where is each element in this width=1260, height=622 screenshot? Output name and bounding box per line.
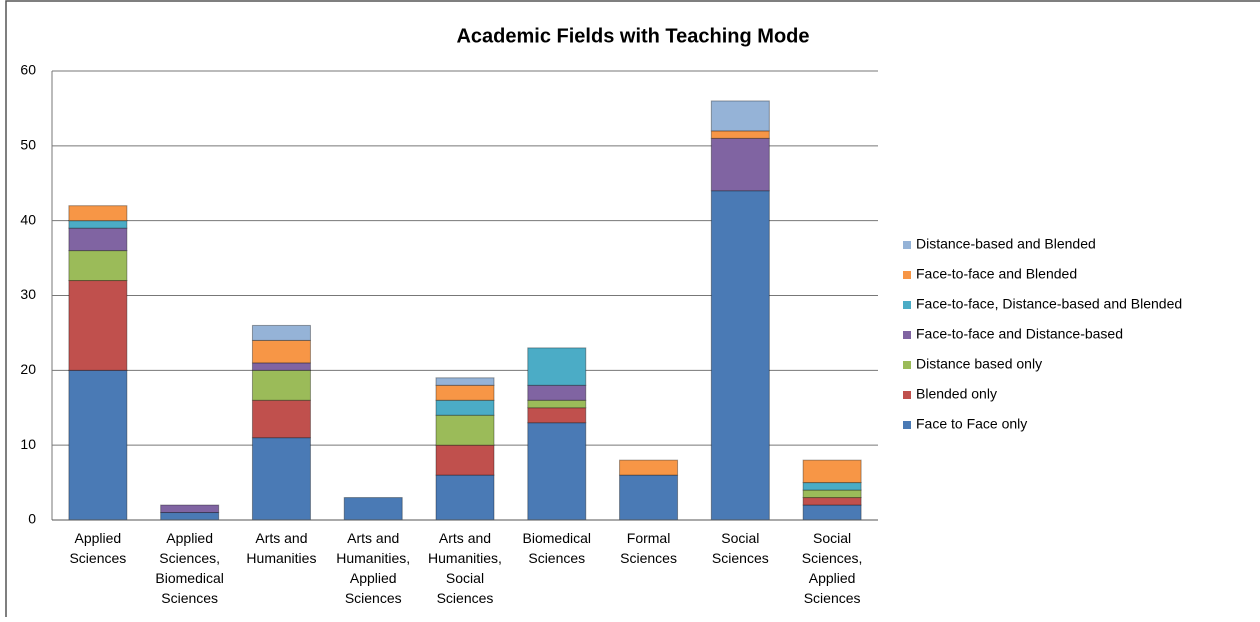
bar-segment [435, 399, 495, 416]
bar-segment [710, 190, 770, 521]
bar-segment [802, 482, 862, 491]
x-tick-label-box: Arts and Humanities [246, 530, 317, 566]
bar-segment [527, 399, 587, 409]
bar-segment [527, 407, 587, 424]
bar-segment [710, 100, 770, 132]
bar-segment [251, 362, 311, 371]
y-tick-label: 0 [28, 511, 36, 527]
legend-swatch [903, 331, 911, 339]
y-tick-label: 10 [20, 436, 36, 452]
legend-label: Face-to-face, Distance-based and Blended [916, 296, 1182, 312]
bar-segment [619, 474, 679, 521]
bar-segment [68, 369, 128, 521]
y-tick-label: 50 [20, 137, 36, 153]
x-tick-label: Social Sciences, Applied Sciences [801, 530, 863, 606]
legend-swatch [903, 241, 911, 249]
bar-segment [68, 250, 128, 282]
legend-swatch [903, 361, 911, 369]
bar-segment [251, 399, 311, 439]
legend-label: Face-to-face and Distance-based [916, 326, 1123, 342]
bar-segment [160, 504, 220, 514]
bar-segment [802, 489, 862, 499]
x-tick-label-box: Applied Sciences, Biomedical Sciences [155, 530, 224, 606]
legend-label: Distance based only [916, 356, 1042, 372]
y-tick-label: 20 [20, 361, 36, 377]
x-tick-label-box: Social Sciences [711, 530, 769, 566]
bar-segment [435, 474, 495, 521]
frame [5, 0, 1260, 622]
legend-swatch [903, 301, 911, 309]
bar-segment [68, 205, 128, 222]
x-tick-label: Applied Sciences, Biomedical Sciences [155, 530, 224, 606]
bar-segment [710, 130, 770, 139]
legend-label: Face-to-face and Blended [916, 266, 1077, 282]
x-tick-label: Applied Sciences [69, 530, 127, 566]
legend-label: Distance-based and Blended [916, 236, 1096, 252]
bar-segment [251, 437, 311, 521]
bar-segment [802, 459, 862, 484]
bar-segment [68, 227, 128, 252]
bar-segment [527, 384, 587, 401]
bar-segment [251, 339, 311, 364]
y-tick-label: 30 [20, 286, 36, 302]
y-tick-label: 40 [20, 211, 36, 227]
x-tick-label-box: Arts and Humanities, Social Sciences [428, 530, 502, 606]
bar-segment [343, 497, 403, 521]
chart-title: Academic Fields with Teaching Mode [456, 25, 809, 47]
bar-segment [160, 512, 220, 521]
bar-segment [802, 504, 862, 521]
legend-swatch [903, 391, 911, 399]
bar-segment [710, 137, 770, 192]
bar-segment [251, 369, 311, 401]
bar-segment [251, 324, 311, 341]
x-tick-label: Arts and Humanities [246, 530, 317, 566]
x-tick-label-box: Social Sciences, Applied Sciences [801, 530, 863, 606]
x-tick-label: Arts and Humanities, Applied Sciences [336, 530, 411, 606]
bar-segment [68, 220, 128, 229]
x-tick-label-box: Biomedical Sciences [522, 530, 591, 566]
bar-segment [435, 444, 495, 476]
bar-segment [68, 280, 128, 371]
x-tick-label: Biomedical Sciences [522, 530, 591, 566]
bar-segment [527, 347, 587, 386]
bar-segment [527, 422, 587, 521]
x-tick-label-box: Formal Sciences [620, 530, 677, 566]
y-tick-label: 60 [20, 62, 36, 78]
x-tick-label-box: Arts and Humanities, Applied Sciences [336, 530, 411, 606]
x-tick-label: Arts and Humanities, Social Sciences [428, 530, 502, 606]
legend-label: Face to Face only [916, 416, 1027, 432]
bar-segment [435, 377, 495, 386]
bar-segment [619, 459, 679, 476]
x-tick-label: Social Sciences [711, 530, 769, 566]
bar-segment [435, 384, 495, 401]
legend-label: Blended only [916, 386, 997, 402]
x-tick-label: Formal Sciences [620, 530, 677, 566]
legend-swatch [903, 421, 911, 429]
x-tick-label-box: Applied Sciences [69, 530, 127, 566]
bar-segment [802, 497, 862, 506]
legend-swatch [903, 271, 911, 279]
bar-segment [435, 414, 495, 446]
